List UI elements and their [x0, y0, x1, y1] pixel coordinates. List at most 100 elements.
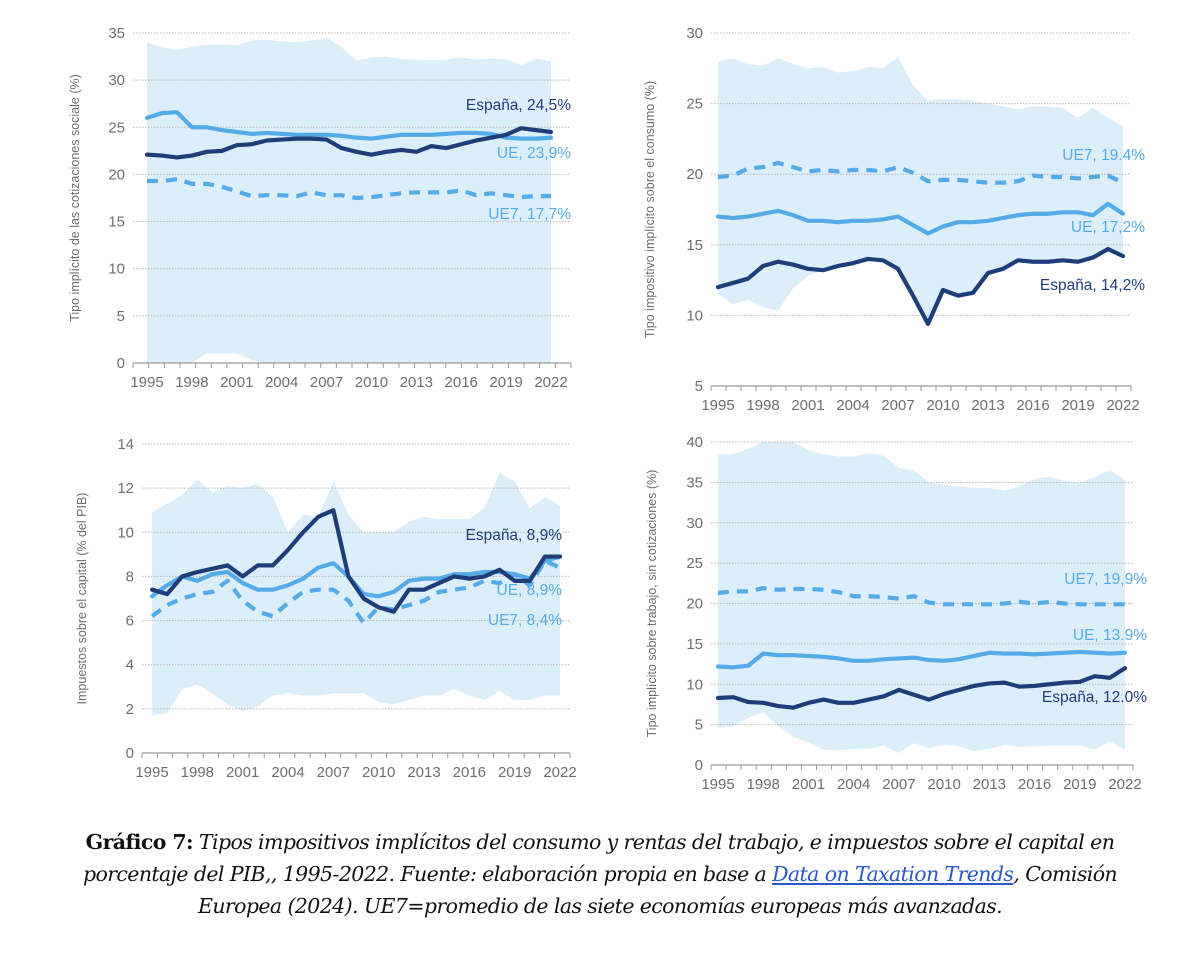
x-tick-label: 2016 [453, 764, 486, 781]
series-line-ue7 [150, 558, 561, 625]
x-tick-label: 2013 [971, 397, 1004, 414]
y-tick-label: 8 [126, 568, 134, 585]
y-tick-label: 0 [117, 355, 125, 372]
y-tick-label: 4 [126, 657, 134, 674]
series-label-ue: UE, 13.9% [1073, 627, 1147, 644]
x-tick-label: 2019 [498, 764, 531, 781]
range-band [147, 37, 551, 363]
y-tick-label: 20 [686, 166, 703, 183]
chart-panel-2: 5 10 15 20 25 30 1995 1998 2001 2004 2007 2010 2013 2… [643, 25, 1145, 414]
x-tick-label: 2022 [534, 374, 567, 391]
y-tick-label: 10 [108, 261, 125, 278]
y-axis-title: Tipo impositivo implícito sobre el consu… [643, 81, 657, 338]
x-tick-label: 2001 [220, 374, 253, 391]
series-label-espana: España, 14,2% [1040, 277, 1145, 294]
range-band [718, 442, 1125, 753]
chart-panel-1: 0 5 10 15 20 25 30 35 1995 1998 2001 2004 2007 2010 20… [68, 25, 572, 391]
chart-panel-4: 0 5 10 15 20 25 30 35 40 1995 1998 2001 2004 2007 2010… [645, 434, 1147, 793]
y-tick-label: 35 [686, 474, 703, 491]
x-tick-label: 2016 [1018, 776, 1051, 793]
x-tick-label: 2013 [400, 374, 433, 391]
y-axis-title: Tipo implícito de las cotizaciones socia… [68, 74, 82, 322]
caption-link[interactable]: Data on Taxation Trends [772, 862, 1014, 886]
y-tick-label: 30 [686, 25, 703, 42]
series-line-ue7 [717, 586, 1125, 607]
x-tick-label: 2001 [792, 776, 825, 793]
y-tick-label: 12 [117, 480, 134, 497]
y-tick-label: 25 [686, 96, 703, 113]
x-tick-label: 2019 [489, 374, 522, 391]
y-tick-label: 10 [686, 676, 703, 693]
series-line-espana [715, 246, 1126, 326]
x-tick-label: 2010 [355, 374, 388, 391]
y-tick-label: 15 [686, 636, 703, 653]
series-line-ue [715, 201, 1126, 236]
series-label-ue7: UE7, 8,4% [488, 612, 562, 629]
y-tick-label: 6 [126, 613, 134, 630]
y-tick-label: 0 [126, 745, 134, 762]
y-tick-label: 0 [695, 757, 703, 774]
x-tick-label: 2004 [837, 776, 870, 793]
x-tick-label: 1995 [701, 397, 734, 414]
y-tick-label: 30 [108, 72, 125, 89]
y-tick-label: 15 [108, 214, 125, 231]
x-tick-label: 2007 [317, 764, 350, 781]
x-tick-label: 2007 [882, 776, 915, 793]
series-line-ue [715, 649, 1128, 670]
y-tick-label: 14 [117, 436, 134, 453]
x-tick-label: 2010 [926, 397, 959, 414]
x-tick-label: 2013 [973, 776, 1006, 793]
x-tick-label: 1998 [175, 374, 208, 391]
y-tick-label: 25 [686, 555, 703, 572]
y-tick-label: 10 [117, 524, 134, 541]
x-tick-label: 2019 [1061, 397, 1094, 414]
x-tick-label: 2016 [1016, 397, 1049, 414]
x-tick-label: 2010 [362, 764, 395, 781]
series-label-espana: España, 8,9% [465, 527, 562, 544]
series-line-espana [149, 508, 563, 614]
y-tick-label: 25 [108, 119, 125, 136]
series-label-ue: UE, 8,9% [497, 582, 563, 599]
x-tick-label: 2004 [271, 764, 304, 781]
x-tick-label: 1998 [747, 776, 780, 793]
range-band [152, 472, 560, 716]
y-axis-title: Tipo implícito sobre trabajo, sin cotiza… [645, 470, 659, 738]
x-tick-label: 2004 [836, 397, 869, 414]
y-tick-label: 5 [117, 308, 125, 325]
x-tick-label: 2022 [1106, 397, 1139, 414]
x-tick-label: 2022 [543, 764, 576, 781]
x-tick-label: 2010 [927, 776, 960, 793]
x-tick-label: 2013 [407, 764, 440, 781]
series-line-ue [144, 110, 554, 141]
y-tick-label: 5 [695, 717, 703, 734]
caption-text: Tipos impositivos implícitos del consumo… [82, 830, 1115, 886]
series-line-ue7 [717, 160, 1124, 185]
chart-panel-3: 0 2 4 6 8 10 12 14 1995 1998 2001 2004 2007 2010 2013 2… [75, 436, 577, 781]
x-tick-label: 2019 [1063, 776, 1096, 793]
x-tick-label: 2001 [791, 397, 824, 414]
series-label-ue: UE, 23,9% [497, 145, 571, 162]
y-tick-label: 35 [108, 25, 125, 42]
series-label-ue7: UE7, 19,9% [1064, 571, 1147, 588]
x-tick-label: 1998 [746, 397, 779, 414]
y-tick-label: 2 [126, 701, 134, 718]
y-tick-label: 15 [686, 237, 703, 254]
series-label-ue7: UE7, 17,7% [488, 206, 571, 223]
x-tick-label: 2022 [1108, 776, 1141, 793]
y-tick-label: 5 [695, 378, 703, 395]
series-label-ue7: UE7, 19.4% [1062, 147, 1145, 164]
series-label-espana: España, 12.0% [1042, 689, 1147, 706]
y-tick-label: 10 [686, 307, 703, 324]
x-tick-label: 1998 [181, 764, 214, 781]
y-axis-title: Impuestos sobre el capital (% del PIB) [75, 493, 89, 705]
series-line-espana [144, 126, 554, 160]
x-tick-label: 2001 [226, 764, 259, 781]
caption-text-end: , Comisión Europea (2024). UE7=promedio … [197, 862, 1118, 918]
x-tick-label: 1995 [701, 776, 734, 793]
range-band [718, 57, 1123, 324]
x-tick-label: 2004 [265, 374, 298, 391]
series-label-espana: España, 24,5% [466, 97, 571, 114]
figure-caption: Gráfico 7: Tipos impositivos implícitos … [40, 826, 1160, 922]
x-tick-label: 2007 [881, 397, 914, 414]
